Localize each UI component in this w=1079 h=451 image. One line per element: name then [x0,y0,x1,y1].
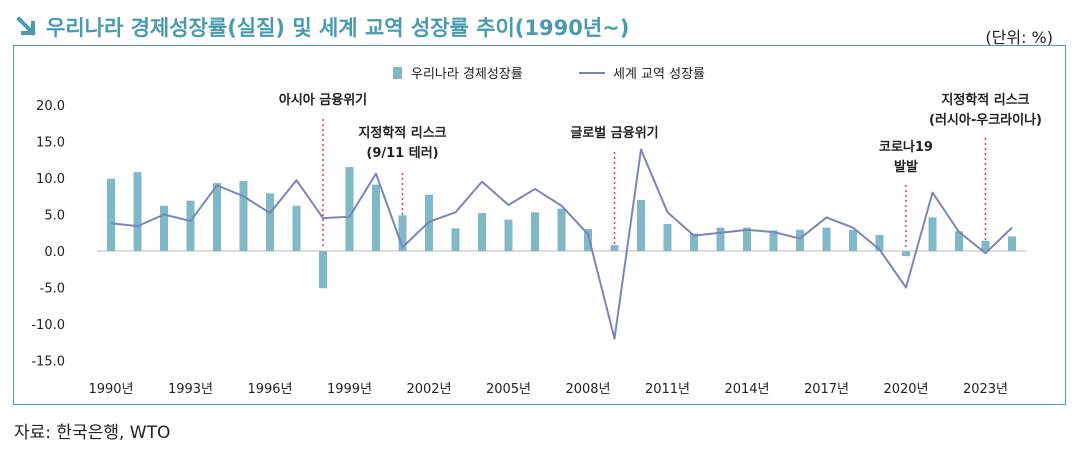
growth-bar [822,227,831,251]
growth-bar [1008,236,1016,251]
arrow-down-right-icon [16,16,36,36]
annotation-label: 아시아 금융위기 [279,92,367,108]
growth-bar [372,184,380,251]
chart-title: 우리나라 경제성장률(실질) 및 세계 교역 성장률 추이(1990년~) [46,16,630,40]
growth-bar [610,245,619,251]
x-tick-label: 2017년 [804,382,849,397]
growth-bar [133,172,142,251]
growth-bar [398,215,407,251]
unit-label: (단위: %) [985,28,1053,47]
x-tick-label: 2011년 [645,382,690,397]
growth-bar [557,208,566,251]
growth-bar [266,193,274,251]
growth-bar [663,223,672,251]
growth-bar [531,212,539,251]
growth-bar [902,251,910,257]
source-note: 자료: 한국은행, WTO [14,423,171,443]
y-tick-label: 0.0 [44,245,65,260]
growth-bar [160,205,168,251]
annotation-label: 발발 [894,159,918,175]
x-tick-label: 2008년 [565,382,610,397]
growth-bar [239,180,248,251]
y-tick-label: -5.0 [40,282,65,297]
y-tick-label: 5.0 [44,209,65,224]
growth-bar [955,231,963,251]
growth-bar [213,183,221,251]
x-tick-label: 2014년 [724,382,769,397]
growth-bar [319,251,327,289]
growth-bar [849,229,857,251]
annotation-label: 글로벌 금융위기 [570,125,658,141]
growth-bar [186,200,195,251]
chart-frame: 20.0 15.0 10.0 5.0 0.0 -5.0 -10.0 -15.0 아시아 금융위기… [13,45,1066,405]
growth-bar [584,229,592,251]
x-tick-label: 1999년 [327,382,372,397]
y-tick-label: 20.0 [36,99,65,114]
x-tick-label: 1996년 [247,382,292,397]
trade-growth-line [110,148,1013,340]
legend-bar-swatch [393,67,402,79]
growth-bar [743,227,751,251]
annotation-label: 지정학적 리스크 [941,92,1029,108]
annotation-label: 지정학적 리스크 [358,125,446,141]
x-tick-label: 2002년 [406,382,451,397]
x-tick-label: 2023년 [963,382,1008,397]
growth-bar [928,217,937,251]
chart-svg: 20.0 15.0 10.0 5.0 0.0 -5.0 -10.0 -15.0 아시아 금융위기… [31,67,1042,397]
growth-bar [504,219,513,251]
y-tick-label: 10.0 [36,172,65,187]
growth-bar [292,205,301,251]
legend-line-label: 세계 교역 성장률 [613,67,705,82]
annotation-label: 코로나19 [879,139,933,155]
growth-bar [690,233,698,251]
x-tick-label: 1990년 [88,382,133,397]
annotation-label: (러시아-우크라이나) [929,112,1042,128]
growth-bar [716,227,725,251]
growth-bar [451,228,460,251]
x-tick-label: 2020년 [883,382,928,397]
x-tick-label: 2005년 [486,382,531,397]
growth-bar [875,234,884,251]
annotation-label: (9/11 테러) [366,145,438,161]
growth-bar [478,213,486,251]
growth-bar [981,240,990,251]
y-tick-label: 15.0 [36,136,65,151]
growth-bar [769,230,778,251]
growth-bar [107,178,115,251]
legend-bar-label: 우리나라 경제성장률 [411,67,523,82]
title-row: 우리나라 경제성장률(실질) 및 세계 교역 성장률 추이(1990년~) (단… [8,6,1071,47]
y-tick-label: -15.0 [31,355,65,370]
growth-bar [796,229,804,251]
x-tick-label: 1993년 [168,382,213,397]
growth-bar [345,167,354,251]
y-tick-label: -10.0 [31,318,65,333]
growth-bar [637,199,645,251]
